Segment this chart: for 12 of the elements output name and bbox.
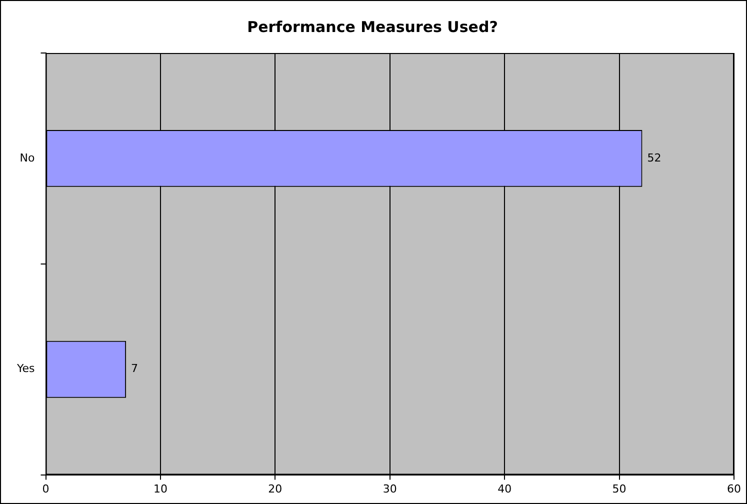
y-tick-label: No (20, 151, 36, 164)
x-tick-label: 0 (42, 482, 50, 496)
y-tick-label: Yes (16, 362, 36, 376)
x-tick-label: 40 (498, 482, 512, 496)
data-label: 7 (131, 362, 138, 376)
x-tick-label: 10 (153, 482, 168, 496)
data-label: 52 (647, 151, 662, 164)
x-tick-label: 50 (612, 482, 626, 496)
chart-title: Performance Measures Used? (247, 18, 498, 36)
x-tick-label: 20 (268, 482, 282, 496)
x-tick-label: 30 (382, 482, 397, 496)
x-tick-label: 60 (727, 482, 741, 496)
